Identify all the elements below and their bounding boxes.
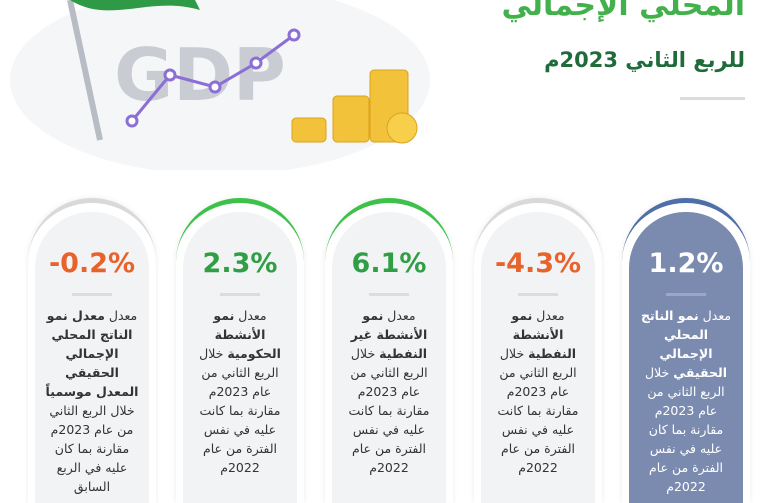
flag	[70, 0, 200, 11]
description-text: معدل	[532, 308, 565, 323]
stat-value: -0.2%	[48, 248, 136, 279]
description-text: معدل	[698, 308, 732, 323]
coins	[291, 69, 418, 144]
description-text: معدل	[234, 308, 267, 323]
stat-card: 2.3% معدل نمو الأنشطة الحكومية خلال الربع…	[176, 198, 304, 503]
stat-card: -4.3% معدل نمو الأنشطة النفطية خلال الربع…	[474, 198, 602, 503]
stat-description: معدل نمو الأنشطة غير النفطية خلال الربع …	[332, 306, 446, 477]
description-bold: نمو الأنشطة غير النفطية	[350, 308, 428, 361]
stat-description: معدل نمو الأنشطة الحكومية خلال الربع الث…	[183, 306, 297, 477]
stat-description: معدل نمو الناتج المحلي الإجمالي الحقيقي …	[629, 306, 743, 496]
stat-value: 2.3%	[202, 248, 278, 279]
flag-pole	[67, 0, 103, 141]
description-text: خلال الربع الثاني من عام 2023م مقارنة بم…	[199, 346, 281, 475]
stat-value: 6.1%	[351, 248, 427, 279]
stat-card: 6.1% معدل نمو الأنشطة غير النفطية خلال ال…	[325, 198, 453, 503]
description-text: معدل	[383, 308, 416, 323]
card-panel: -4.3% معدل نمو الأنشطة النفطية خلال الربع…	[481, 212, 595, 503]
gdp-text: GDP	[114, 33, 286, 117]
separator	[666, 293, 706, 296]
title: المحلي الإجمالي	[501, 0, 745, 23]
description-text: خلال الربع الثاني من عام 2023م مقارنة بم…	[645, 365, 725, 494]
page: {"header": {"title": "المحلي الإجمالي", …	[10, 0, 750, 503]
description-text: خلال الربع الثاني من عام 2023م مقارنة بم…	[348, 346, 430, 475]
description-bold: نمو الأنشطة النفطية	[511, 308, 577, 361]
card-panel: 1.2% معدل نمو الناتج المحلي الإجمالي الحق…	[629, 212, 743, 503]
separator	[220, 293, 260, 296]
stat-value: -4.3%	[494, 248, 582, 279]
separator	[72, 293, 112, 296]
description-text: خلال الربع الثاني من عام 2023م مقارنة بم…	[49, 403, 135, 494]
stat-card: -0.2% معدل معدل نمو الناتج المحلي الإجمال…	[28, 198, 156, 503]
separator	[369, 293, 409, 296]
subtitle: للربع الثاني 2023م	[544, 48, 745, 72]
illustration: GDP	[10, 0, 430, 170]
card-panel: 2.3% معدل نمو الأنشطة الحكومية خلال الربع…	[183, 212, 297, 503]
stat-description: معدل معدل نمو الناتج المحلي الإجمالي الح…	[35, 306, 149, 496]
stat-value: 1.2%	[648, 248, 724, 279]
card-panel: -0.2% معدل معدل نمو الناتج المحلي الإجمال…	[35, 212, 149, 503]
card-panel: 6.1% معدل نمو الأنشطة غير النفطية خلال ال…	[332, 212, 446, 503]
stat-description: معدل نمو الأنشطة النفطية خلال الربع الثا…	[481, 306, 595, 477]
description-text: معدل	[104, 308, 138, 323]
description-text: خلال الربع الثاني من عام 2023م مقارنة بم…	[497, 346, 579, 475]
description-bold: معدل نمو الناتج المحلي الإجمالي الحقيقي …	[45, 308, 139, 399]
stat-card: 1.2% معدل نمو الناتج المحلي الإجمالي الحق…	[622, 198, 750, 503]
trend-points	[125, 28, 301, 128]
description-bold: نمو الناتج المحلي الإجمالي الحقيقي	[640, 308, 727, 380]
divider	[680, 97, 745, 100]
description-bold: نمو الأنشطة الحكومية	[213, 308, 281, 361]
separator	[518, 293, 558, 296]
